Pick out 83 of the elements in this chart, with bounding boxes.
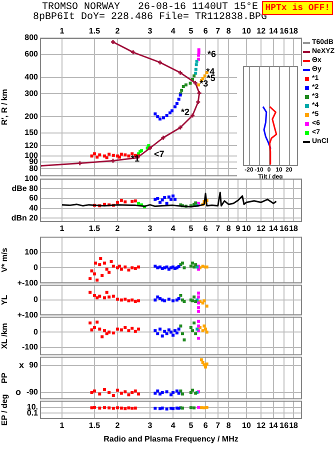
y-tick-label: 90: [29, 157, 39, 166]
y-tick-label: 120: [24, 140, 39, 150]
x-tick-label: 5: [188, 421, 194, 430]
x-tick-label: 5: [188, 26, 194, 36]
x-tick-label: 10: [242, 421, 252, 430]
y-axis-title: R', R / km: [0, 89, 10, 126]
y-tick-label: 200: [24, 112, 39, 121]
y-axis-title: XL /km: [0, 322, 10, 350]
y-tick-label: 300: [24, 88, 39, 98]
annotation: *3: [200, 78, 208, 89]
x-tick-label: 16: [280, 26, 290, 36]
y-tick-label: 150: [24, 128, 39, 138]
x-tick-label: 4: [170, 224, 176, 234]
y-tick-label: 0.1: [26, 408, 39, 418]
chart-title: TROMSO NORWAY 26-08-16 1140UT 15°E: [42, 2, 258, 13]
y-tick-label: dBe 80: [12, 184, 39, 193]
x-tick-label: 7: [216, 224, 221, 234]
x-tick-label: 12: [256, 224, 266, 234]
x-tick-label: 2: [115, 421, 120, 430]
x-tick-label: 1.5: [88, 421, 101, 430]
x-tick-label: 2: [115, 224, 120, 234]
x-tick-label: 1: [60, 224, 65, 234]
y-axis-title: YL: [0, 294, 10, 306]
y-tick-label: 0: [34, 295, 39, 304]
x-tick-label: 5: [188, 224, 194, 234]
y-axis-title: V* m/s: [0, 247, 10, 272]
x-tick-label: 6: [203, 26, 208, 36]
x-tick-label: 1.5: [88, 26, 101, 36]
x-tick-label: 6: [203, 421, 208, 430]
x-tick-label: 18: [289, 421, 299, 430]
y-tick-label: 400: [24, 72, 39, 82]
x-tick-label: 7: [216, 421, 221, 430]
x-tick-label: 3: [148, 421, 153, 430]
x-tick-label: 10: [242, 224, 252, 234]
y-tick-label: dBn 20: [11, 213, 39, 222]
chart-subtitle: 8pBP6It DoY= 228.486 File= TR112838.BPG: [32, 12, 268, 23]
x-tick-label: 12: [256, 421, 266, 430]
y-tick-label: -90: [26, 388, 39, 397]
y-tick-label: 100: [24, 247, 39, 256]
x-tick-label: 4: [170, 421, 176, 430]
x-tick-label: 2: [115, 26, 120, 36]
x-tick-label: 3: [148, 224, 153, 234]
x-tick-label: 12: [256, 26, 266, 36]
x-tick-label: 14: [268, 421, 278, 430]
text: HPTx is OFF!: [262, 1, 333, 15]
x-tick-label: 1: [60, 26, 65, 36]
x-tick-label: 8: [226, 224, 232, 234]
y-tick-label: 60: [29, 194, 39, 203]
y-axis-title: PP: [0, 372, 10, 384]
x-tick-label: 1.5: [88, 224, 101, 234]
x-tick-label: 16: [280, 421, 290, 430]
x-tick-label: 1: [60, 421, 65, 430]
y-tick-label: 800: [24, 33, 39, 42]
x-tick-label: 9: [236, 224, 241, 234]
y-tick-label: +-100: [17, 278, 39, 288]
y-tick-label: 600: [24, 50, 39, 59]
x-tick-label: 8: [226, 26, 232, 36]
x-tick-label: 14: [268, 26, 278, 36]
y-tick-label: 80: [29, 164, 39, 173]
x-tick-label: 14: [268, 224, 278, 234]
y-axis-title: EP / deg: [0, 394, 10, 426]
annotation: *2: [180, 107, 190, 118]
x-tick-label: 4: [170, 26, 176, 36]
x-tick-label: 8: [226, 421, 232, 430]
y-tick-label: 0: [34, 262, 39, 272]
x-tick-label: 18: [289, 26, 299, 36]
text: x: [18, 360, 24, 370]
y-tick-label: 0: [34, 327, 39, 336]
x-axis-title: Radio and Plasma Frequency / MHz: [104, 434, 238, 444]
annotation: <7: [154, 148, 164, 159]
x-tick-label: 10: [242, 26, 252, 36]
text: o: [15, 386, 22, 397]
y-tick-label: 40: [29, 203, 39, 212]
x-tick-label: 3: [148, 26, 153, 36]
x-tick-label: 16: [280, 224, 290, 234]
x-tick-label: 6: [203, 224, 208, 234]
y-tick-label: 100: [24, 174, 39, 184]
x-tick-label: 7: [216, 26, 221, 36]
y-tick-label: 90: [29, 360, 39, 370]
y-tick-label: +-100: [17, 310, 39, 320]
y-tick-label: -100: [22, 342, 39, 352]
annotation: *6: [208, 48, 216, 59]
x-tick-label: 18: [289, 224, 299, 234]
